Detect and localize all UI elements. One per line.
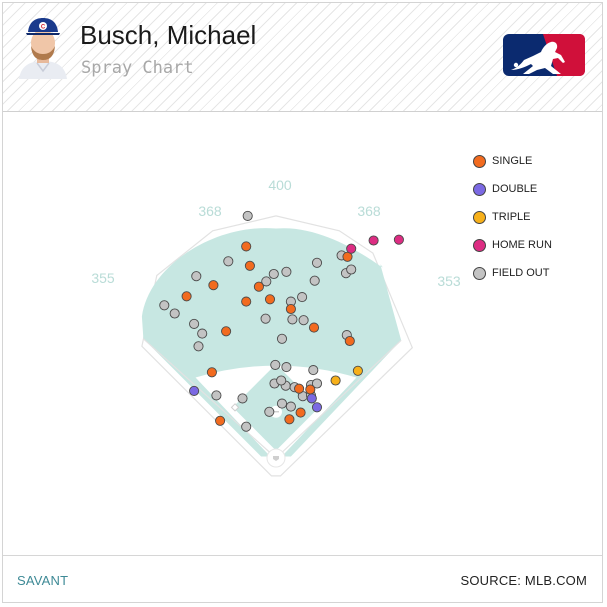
mlb-logo — [503, 34, 585, 76]
legend-label-field-out: FIELD OUT — [492, 267, 550, 279]
hit-point-single[interactable] — [342, 251, 353, 262]
right-foul-line — [275, 339, 402, 459]
hit-point-triple[interactable] — [330, 375, 341, 386]
hit-point-double[interactable] — [306, 393, 317, 404]
legend-swatch-field-out — [473, 267, 486, 280]
hit-point-single[interactable] — [181, 291, 192, 302]
hit-point-field-out[interactable] — [308, 365, 319, 376]
hit-point-single[interactable] — [294, 383, 305, 394]
hit-point-double[interactable] — [189, 385, 200, 396]
legend-label-home-run: HOME RUN — [492, 239, 552, 251]
chart-header: C Busch, Michael Spray Chart — [3, 3, 602, 112]
hit-point-field-out[interactable] — [197, 328, 208, 339]
hit-point-field-out[interactable] — [281, 362, 292, 373]
hit-point-field-out[interactable] — [311, 378, 323, 389]
legend-swatch-home-run — [473, 239, 486, 252]
hit-point-single[interactable] — [215, 415, 226, 426]
player-headshot: C — [19, 18, 67, 79]
legend-swatch-triple — [473, 211, 486, 224]
hit-point-single[interactable] — [295, 407, 306, 418]
hit-point-single[interactable] — [305, 384, 316, 395]
hit-point-single[interactable] — [221, 326, 232, 337]
hit-point-home-run[interactable] — [393, 234, 404, 245]
distance-labels: 355 368 400 368 353 — [91, 177, 461, 289]
hit-point-field-out[interactable] — [189, 318, 200, 329]
hit-point-field-out[interactable] — [261, 276, 272, 287]
field-plot: 355 368 400 368 353 — [91, 177, 461, 477]
hit-point-field-out[interactable] — [297, 292, 308, 303]
hit-point-single[interactable] — [244, 260, 255, 271]
third-base — [230, 403, 240, 412]
hit-point-single[interactable] — [241, 241, 252, 252]
hit-point-field-out[interactable] — [346, 264, 357, 275]
hit-point-field-out[interactable] — [309, 275, 320, 286]
hit-point-field-out[interactable] — [268, 268, 279, 280]
distance-label: 368 — [198, 203, 222, 219]
hit-point-field-out[interactable] — [211, 390, 222, 401]
hit-point-single[interactable] — [285, 303, 296, 315]
home-plate — [273, 456, 279, 461]
hit-point-field-out[interactable] — [223, 256, 234, 267]
hit-point-field-out[interactable] — [237, 393, 248, 404]
distance-label: 400 — [268, 177, 292, 193]
player-name: Busch, Michael — [80, 20, 257, 50]
hit-point-field-out[interactable] — [264, 406, 275, 417]
hit-point-single[interactable] — [206, 367, 217, 378]
distance-label: 353 — [437, 273, 461, 289]
legend-swatch-double — [473, 183, 486, 196]
source-label: SOURCE: MLB.COM — [460, 573, 587, 588]
hit-point-field-out[interactable] — [276, 333, 288, 344]
hit-point-field-out[interactable] — [169, 308, 180, 319]
hit-point-single[interactable] — [308, 322, 320, 333]
hit-point-field-out[interactable] — [281, 266, 292, 277]
hit-point-field-out[interactable] — [276, 375, 287, 386]
hit-point-field-out[interactable] — [285, 401, 296, 412]
hit-point-field-out[interactable] — [298, 315, 309, 326]
hit-point-single[interactable] — [284, 414, 295, 425]
chart-footer: SAVANT SOURCE: MLB.COM — [3, 555, 602, 603]
svg-text:C: C — [41, 25, 46, 31]
hit-point-field-out[interactable] — [311, 257, 323, 268]
hit-point-field-out[interactable] — [276, 398, 288, 409]
hit-point-field-out[interactable] — [287, 314, 298, 325]
legend-label-single: SINGLE — [492, 155, 533, 167]
legend-swatch-single — [473, 155, 486, 168]
legend-label-double: DOUBLE — [492, 183, 538, 195]
spray-chart: 355 368 400 368 353 SINGLE DOUBLE TRIPLE HOM… — [3, 112, 602, 555]
hit-point-field-out[interactable] — [159, 300, 170, 311]
left-foul-line — [142, 338, 277, 459]
hit-point-home-run[interactable] — [368, 235, 379, 246]
hit-point-field-out[interactable] — [242, 210, 253, 221]
chart-subtitle: Spray Chart — [81, 58, 194, 78]
hit-point-single[interactable] — [241, 296, 252, 307]
hit-point-field-out[interactable] — [260, 313, 271, 324]
hit-points — [159, 210, 404, 432]
hit-point-field-out[interactable] — [241, 421, 252, 432]
distance-label: 368 — [357, 203, 381, 219]
hit-point-field-out[interactable] — [193, 341, 204, 352]
distance-label: 355 — [91, 270, 115, 286]
baseball-field — [141, 215, 414, 477]
hit-point-single[interactable] — [344, 335, 355, 347]
outfield-grass — [141, 228, 402, 457]
hit-point-double[interactable] — [311, 402, 323, 413]
hit-point-triple[interactable] — [352, 365, 363, 376]
hit-point-single[interactable] — [253, 281, 264, 292]
savant-link[interactable]: SAVANT — [17, 573, 69, 588]
legend-label-triple: TRIPLE — [492, 211, 531, 223]
hit-point-home-run[interactable] — [346, 243, 357, 254]
hit-point-field-out[interactable] — [270, 359, 281, 370]
hit-point-single[interactable] — [264, 294, 276, 305]
hit-point-single[interactable] — [208, 280, 219, 291]
hit-point-field-out[interactable] — [191, 271, 202, 282]
